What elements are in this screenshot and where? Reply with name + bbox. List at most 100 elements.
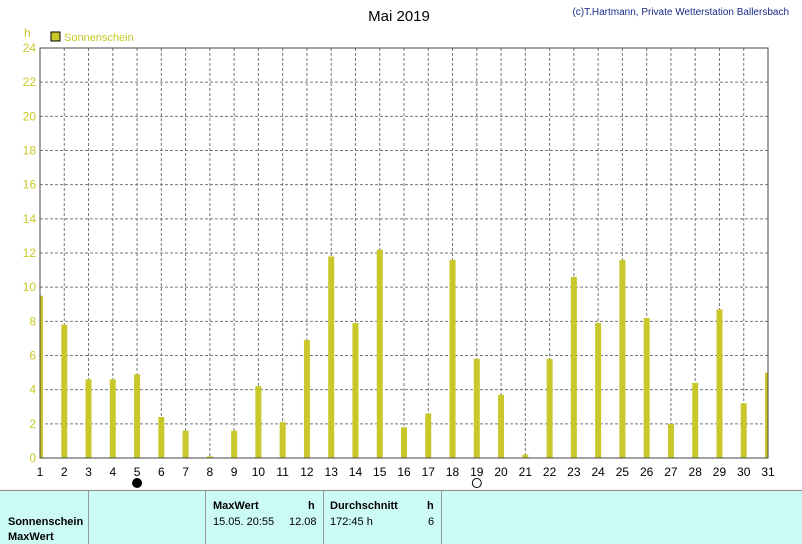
y-tick-label: 4 [29,383,36,397]
x-tick-label: 12 [300,465,314,479]
y-tick-label: 10 [23,280,37,294]
y-tick-label: 12 [23,246,37,260]
sunshine-bar [595,323,602,458]
x-tick-label: 10 [252,465,266,479]
x-tick-label: 6 [158,465,165,479]
x-tick-label: 31 [761,465,775,479]
y-tick-label: 8 [29,314,36,328]
sunshine-bar [255,386,262,458]
sunshine-bar [740,403,747,458]
sunshine-bar [667,423,674,458]
x-tick-label: 3 [85,465,92,479]
sunshine-bar [61,324,68,458]
x-tick-label: 29 [713,465,727,479]
y-tick-label: 24 [23,41,37,55]
x-tick-label: 26 [640,465,654,479]
x-tick-label: 24 [591,465,605,479]
sunshine-bar [473,358,480,458]
y-tick-label: 16 [23,178,37,192]
x-tick-label: 22 [543,465,557,479]
maxwert-column: MaxWert h 15.05. 20:55 12.08 [206,491,324,544]
durchschnitt-unit: h [427,500,434,512]
x-tick-label: 5 [134,465,141,479]
y-tick-label: 14 [23,212,37,226]
sunshine-bar [158,417,165,458]
sunshine-bar [692,382,699,458]
x-tick-label: 25 [616,465,630,479]
x-tick-label: 19 [470,465,484,479]
sunshine-chart: Mai 2019 (c)T.Hartmann, Private Wetterst… [23,7,789,488]
row-label-sonnenschein: Sonnenschein [8,516,84,528]
plot-frame [39,47,769,459]
chart-title: Mai 2019 [368,8,430,25]
new-moon-icon [132,478,143,488]
bars-group [40,249,768,458]
sunshine-bar [182,430,189,458]
sunshine-bar [716,309,723,458]
moon-phase-markers [132,478,482,488]
maxwert-date: 15.05. 20:55 [213,516,275,528]
y-tick-label: 6 [29,349,36,363]
sunshine-bar [570,276,577,458]
x-tick-label: 30 [737,465,751,479]
durchschnitt-value: 6 [428,516,435,528]
x-tick-label: 4 [109,465,116,479]
sunshine-bar [206,456,213,458]
x-tick-label: 11 [276,465,289,479]
sunshine-bar [231,430,238,458]
y-axis-unit: h [24,26,31,40]
sunshine-bar [134,374,141,458]
row-label-maxwert: MaxWert [8,531,54,543]
x-tick-label: 13 [325,465,339,479]
sunshine-bar [85,379,92,458]
sunshine-bar [401,427,407,458]
x-tick-label: 28 [689,465,703,479]
x-tick-label: 21 [519,465,533,479]
sunshine-bar [522,454,529,458]
sunshine-bar [40,295,43,458]
sunshine-bar [279,422,286,458]
y-tick-label: 18 [23,144,37,158]
legend-label: Sonnenschein [64,32,134,44]
summary-table: Sonnenschein MaxWert MaxWert h 15.05. 20… [0,490,802,544]
legend-swatch [50,31,61,42]
x-tick-label: 7 [182,465,189,479]
sunshine-bar [619,259,626,458]
y-tick-label: 20 [23,109,37,123]
sunshine-bar [546,358,553,458]
label-column: Sonnenschein MaxWert [0,491,89,544]
sunshine-bar [376,249,383,458]
durchschnitt-header: Durchschnitt [330,500,398,512]
x-tick-label: 27 [664,465,678,479]
x-tick-label: 2 [61,465,68,479]
x-tick-label: 14 [349,465,363,479]
sunshine-bar [109,379,116,458]
x-tick-label: 16 [397,465,411,479]
sunshine-bar [449,259,456,458]
sunshine-bar [425,413,432,458]
durchschnitt-total: 172:45 h [330,516,373,528]
empty-column [89,491,206,544]
full-moon-icon [471,478,482,488]
x-tick-label: 1 [37,465,44,479]
x-tick-label: 9 [231,465,238,479]
sunshine-bar [303,340,310,458]
credit-text: (c)T.Hartmann, Private Wetterstation Bal… [572,7,789,18]
maxwert-header: MaxWert [213,500,259,512]
maxwert-unit: h [308,500,315,512]
x-tick-label: 17 [422,465,436,479]
sunshine-bar [643,317,650,458]
grid-lines [40,48,768,458]
x-tick-label: 23 [567,465,581,479]
sunshine-bar [498,394,505,458]
y-tick-label: 0 [29,451,36,465]
y-tick-label: 22 [23,75,37,89]
x-tick-label: 15 [373,465,387,479]
sunshine-bar [765,372,768,458]
x-tick-label: 18 [446,465,460,479]
x-tick-label: 8 [207,465,214,479]
x-tick-labels: 1 2 3 4 5 6 7 8 9 10 11 12 13 14 15 16 17 18 19 20 21 22 23 24 2… [37,465,775,479]
sunshine-bar [328,256,335,458]
sunshine-bar [352,323,359,458]
